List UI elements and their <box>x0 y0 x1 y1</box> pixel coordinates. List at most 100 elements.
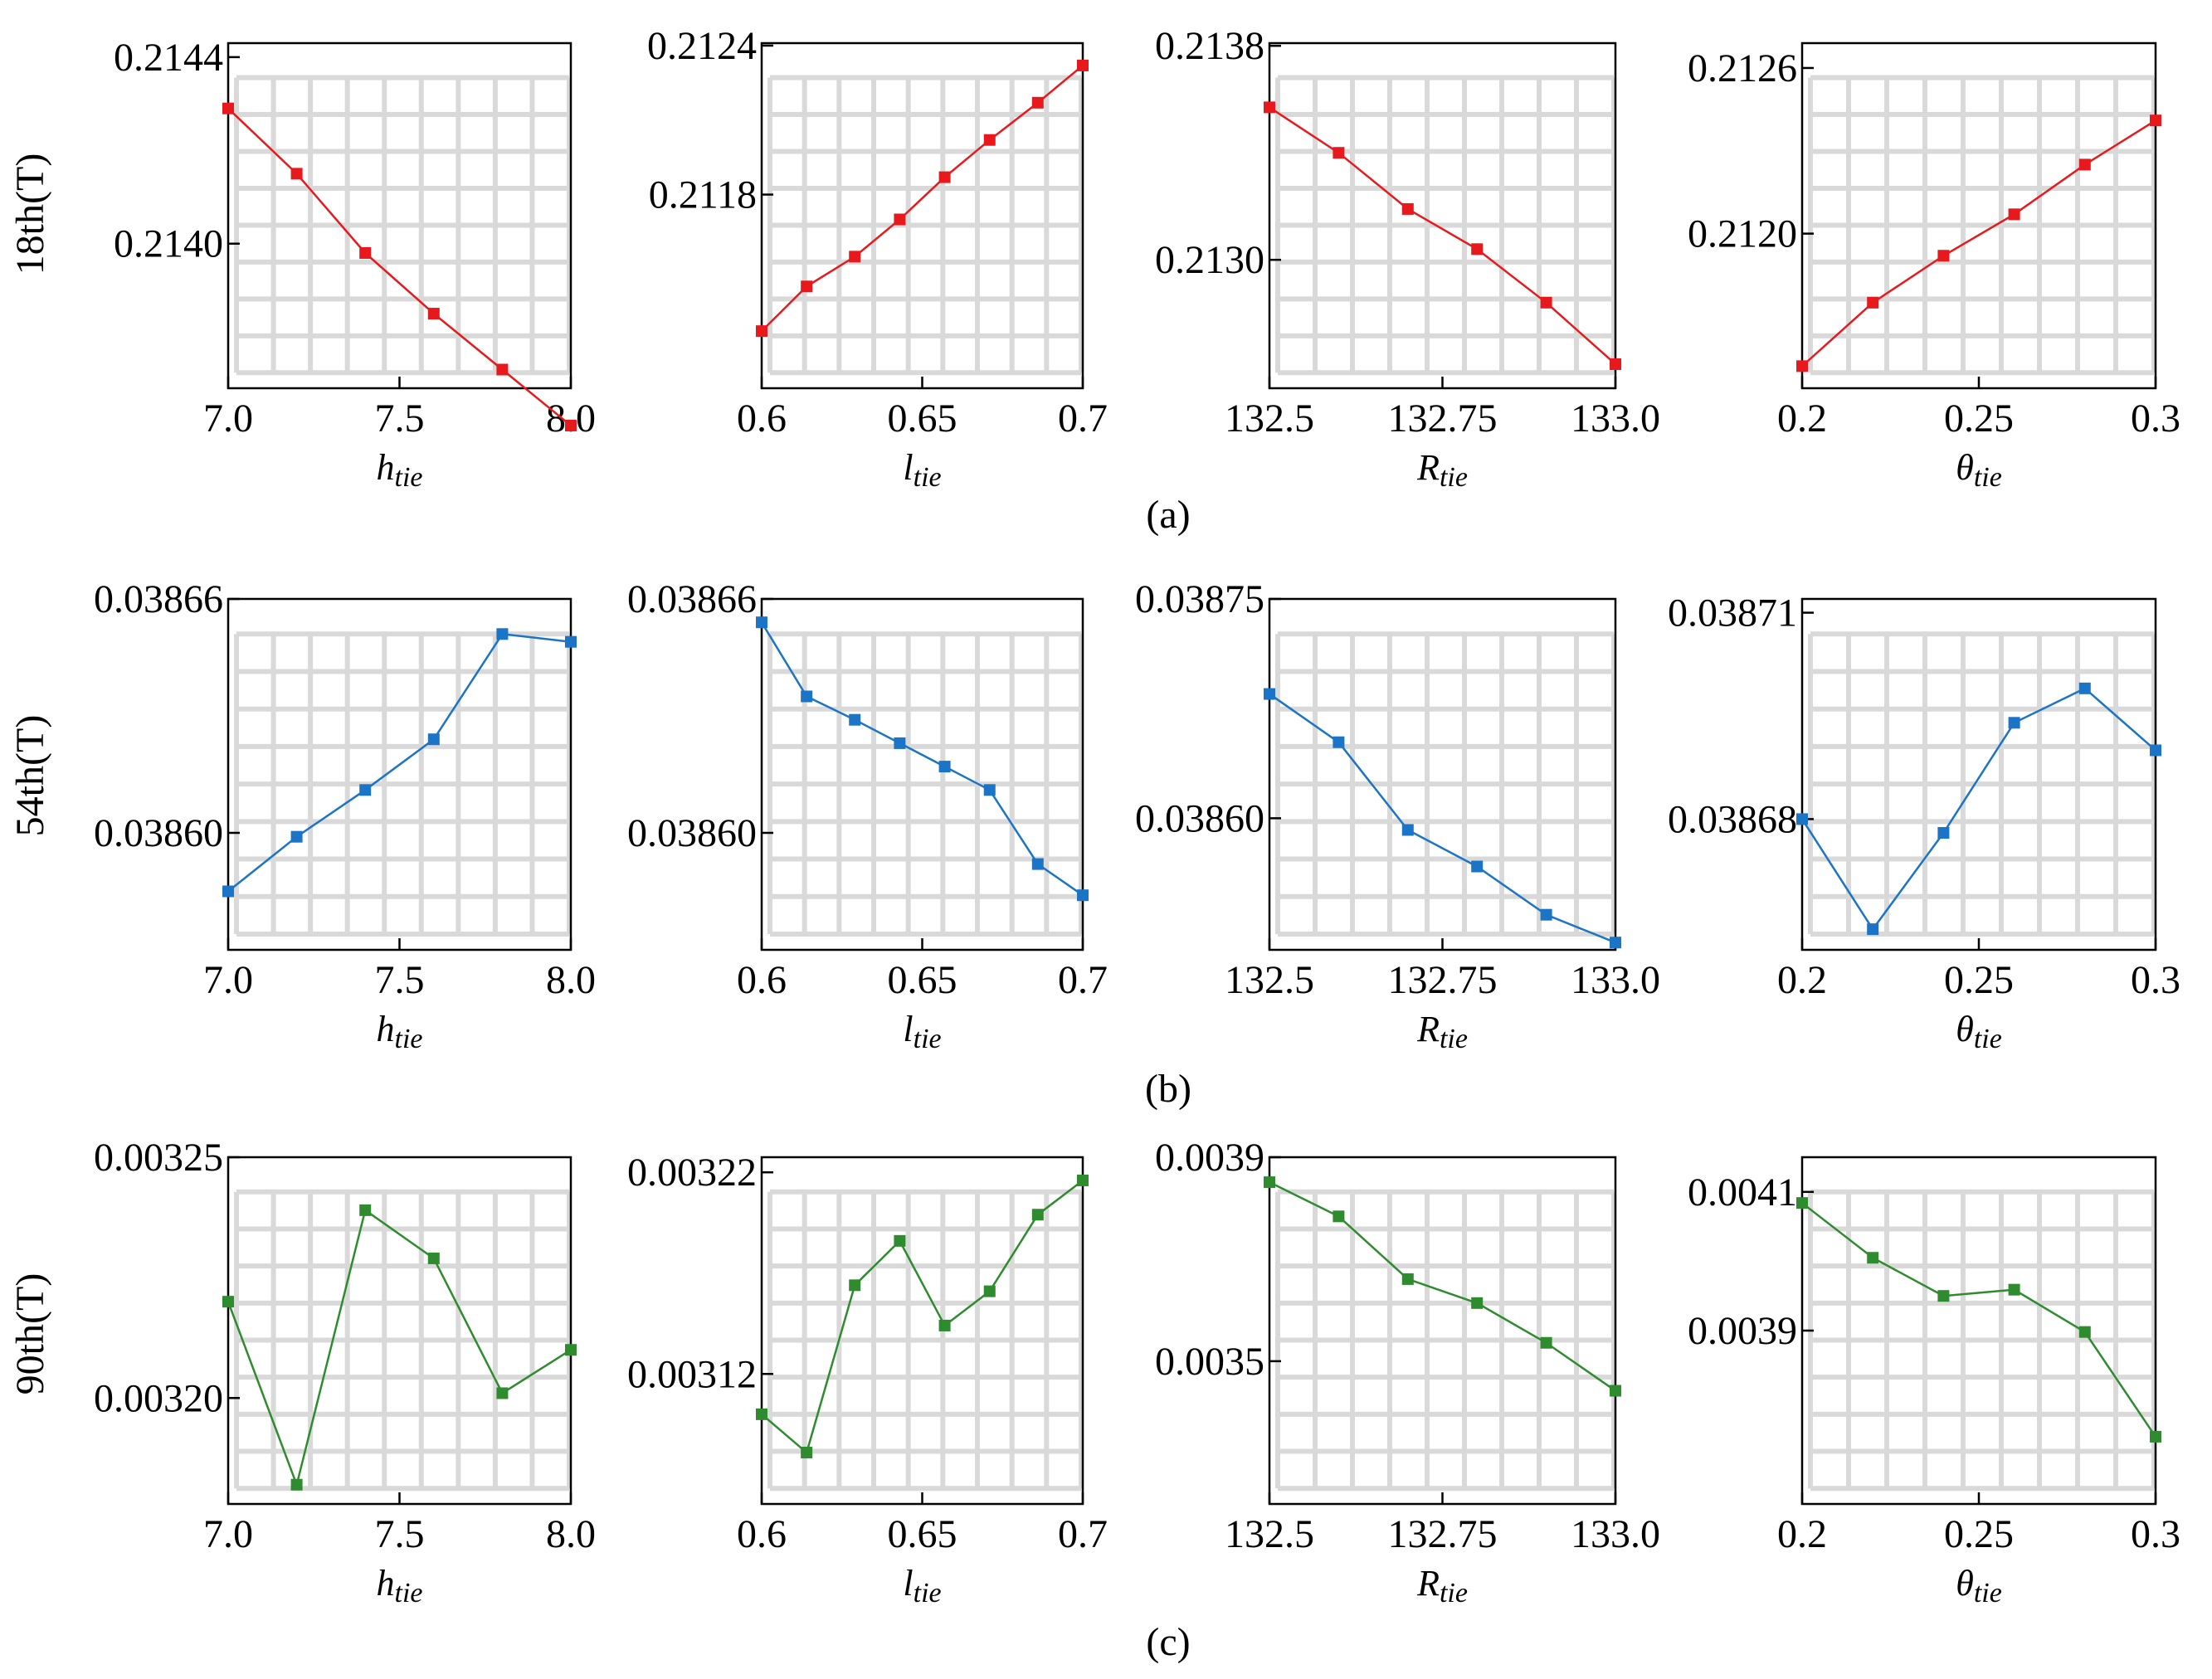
x-tick-label: 0.65 <box>888 958 957 1002</box>
data-point <box>1264 1176 1275 1189</box>
data-point <box>1610 937 1621 949</box>
chart-panel-r2c3: 0.0039 0.0041 0.2 0.25 0.3 θtie <box>1688 1156 2180 1608</box>
data-point <box>1264 688 1275 700</box>
grid <box>234 1189 572 1492</box>
x-axis-variable: h <box>377 1563 395 1604</box>
data-point <box>222 885 234 898</box>
data-point <box>1333 736 1345 748</box>
panel-label-b: (b) <box>1145 1067 1191 1111</box>
data-point <box>1077 1174 1089 1186</box>
x-tick-label: 0.7 <box>1058 1512 1108 1556</box>
data-point <box>359 1204 372 1216</box>
series-line <box>1269 1180 1616 1392</box>
data-point <box>290 830 303 843</box>
x-axis-variable: R <box>1416 1563 1440 1604</box>
x-axis-label: ltie <box>903 447 941 493</box>
x-axis-variable: θ <box>1956 447 1974 488</box>
data-point <box>2078 682 2091 694</box>
data-point <box>894 737 906 749</box>
data-point <box>756 325 767 338</box>
x-axis-subscript: tie <box>395 1578 423 1608</box>
data-point <box>983 784 996 796</box>
x-tick-label: 0.2 <box>1777 1512 1827 1556</box>
y-tick-label: 0.0039 <box>1688 1309 1797 1353</box>
y-tick-label: 0.00320 <box>94 1376 223 1420</box>
x-tick-label: 0.2 <box>1777 397 1827 440</box>
series-line <box>1269 693 1616 944</box>
x-axis-subscript: tie <box>914 1578 942 1608</box>
data-point <box>1867 1252 1879 1264</box>
x-axis-subscript: tie <box>1974 1024 2002 1054</box>
series-line <box>1800 687 2156 932</box>
y-tick-label: 0.03860 <box>627 811 757 855</box>
y-tick-label: 0.2120 <box>1688 212 1797 256</box>
x-axis-subscript: tie <box>1974 1578 2002 1608</box>
x-tick-label: 0.3 <box>2131 958 2180 1002</box>
x-tick-label: 8.0 <box>546 1512 596 1556</box>
x-tick-label: 132.5 <box>1225 958 1314 1002</box>
x-axis-subscript: tie <box>914 1024 942 1054</box>
x-tick-label: 8.0 <box>546 397 596 440</box>
data-point <box>565 635 577 648</box>
x-tick-label: 0.7 <box>1058 397 1108 440</box>
data-point <box>801 690 813 703</box>
x-axis-variable: R <box>1416 447 1440 488</box>
data-point <box>1610 1385 1621 1397</box>
grid <box>1275 75 1616 376</box>
y-tick-label: 0.00312 <box>627 1352 757 1396</box>
series-line <box>1801 1202 2157 1438</box>
y-tick-label: 0.2126 <box>1688 46 1797 90</box>
x-tick-label: 0.65 <box>888 397 957 440</box>
grid <box>1808 1189 2156 1492</box>
data-point <box>1031 858 1044 870</box>
data-point <box>1867 923 1879 936</box>
x-axis-subscript: tie <box>395 1024 423 1054</box>
data-point <box>849 251 861 263</box>
y-tick-label: 0.0039 <box>1155 1136 1264 1180</box>
data-point <box>1401 202 1414 215</box>
chart-panel-r1c1: 0.03860 0.03866 0.6 0.65 0.7 ltie <box>627 577 1108 1054</box>
series-line <box>761 1179 1084 1455</box>
data-point <box>427 733 440 746</box>
series-line <box>761 64 1084 333</box>
grid <box>1275 1189 1616 1492</box>
data-point <box>1471 243 1484 256</box>
data-point <box>801 1447 813 1459</box>
y-tick-label: 0.03866 <box>94 577 223 621</box>
y-tick-label: 0.2140 <box>114 222 223 266</box>
grid <box>234 75 572 376</box>
series-line <box>227 1208 572 1488</box>
data-point <box>1333 147 1345 159</box>
y-tick-label: 0.2130 <box>1155 238 1264 282</box>
series-line <box>1269 106 1616 365</box>
data-point <box>801 280 813 293</box>
data-point <box>1077 59 1089 71</box>
data-point <box>1867 296 1879 309</box>
data-point <box>1796 813 1808 825</box>
series-line <box>1801 119 2156 367</box>
data-point <box>290 168 303 180</box>
x-axis-label: htie <box>377 1563 423 1608</box>
series-line <box>760 621 1084 897</box>
data-point <box>1610 358 1621 370</box>
x-tick-label: 7.0 <box>203 397 253 440</box>
x-tick-label: 133.0 <box>1571 397 1660 440</box>
data-point <box>1796 360 1808 372</box>
x-tick-label: 0.6 <box>737 1512 787 1556</box>
data-point <box>2150 744 2161 757</box>
data-point <box>2078 158 2091 171</box>
data-point <box>2150 1430 2161 1443</box>
x-axis-label: Rtie <box>1416 1563 1468 1608</box>
grid <box>1808 75 2156 376</box>
x-axis-label: θtie <box>1956 1009 2002 1054</box>
data-point <box>496 363 509 376</box>
data-point <box>2008 208 2020 221</box>
data-point <box>1796 1197 1808 1209</box>
y-tick-label: 0.03860 <box>94 811 223 855</box>
data-point <box>983 134 996 146</box>
data-point <box>1333 1210 1345 1223</box>
x-tick-label: 7.5 <box>375 397 425 440</box>
x-tick-label: 0.6 <box>737 397 787 440</box>
data-point <box>1264 101 1275 114</box>
